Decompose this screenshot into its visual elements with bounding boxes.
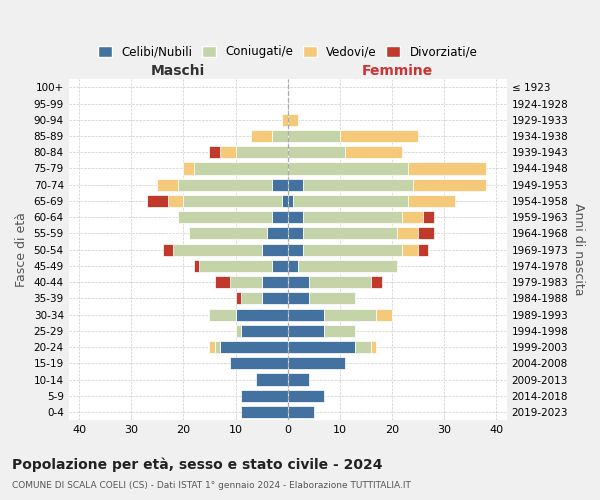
Bar [199, 260, 272, 272]
Text: Maschi: Maschi [151, 64, 205, 78]
Y-axis label: Fasce di età: Fasce di età [15, 212, 28, 287]
Bar [147, 195, 168, 207]
Bar [287, 390, 324, 402]
Bar [287, 130, 340, 142]
Bar [241, 390, 287, 402]
Bar [272, 260, 287, 272]
Bar [287, 228, 304, 239]
Bar [287, 162, 407, 174]
Bar [173, 244, 262, 256]
Bar [209, 308, 236, 320]
Bar [163, 244, 173, 256]
Bar [168, 195, 184, 207]
Bar [287, 146, 345, 158]
Bar [236, 292, 241, 304]
Bar [423, 211, 434, 224]
Bar [283, 114, 287, 126]
Bar [287, 276, 308, 288]
Bar [418, 244, 428, 256]
Bar [287, 324, 324, 337]
Bar [287, 357, 345, 370]
Bar [184, 195, 283, 207]
Bar [272, 178, 287, 191]
Bar [194, 162, 287, 174]
Bar [230, 357, 287, 370]
Bar [283, 195, 287, 207]
Text: Femmine: Femmine [362, 64, 433, 78]
Bar [241, 292, 262, 304]
Bar [304, 244, 403, 256]
Bar [304, 178, 413, 191]
Legend: Celibi/Nubili, Coniugati/e, Vedovi/e, Divorziati/e: Celibi/Nubili, Coniugati/e, Vedovi/e, Di… [93, 40, 482, 63]
Bar [340, 130, 418, 142]
Bar [287, 260, 298, 272]
Bar [236, 308, 287, 320]
Bar [371, 341, 376, 353]
Bar [397, 228, 418, 239]
Bar [262, 244, 287, 256]
Bar [304, 228, 397, 239]
Bar [220, 146, 236, 158]
Bar [304, 211, 403, 224]
Bar [184, 162, 194, 174]
Bar [293, 195, 407, 207]
Bar [262, 292, 287, 304]
Bar [345, 146, 403, 158]
Bar [324, 308, 376, 320]
Bar [287, 211, 304, 224]
Bar [230, 276, 262, 288]
Bar [287, 244, 304, 256]
Bar [209, 146, 220, 158]
Bar [215, 276, 230, 288]
Bar [371, 276, 382, 288]
Y-axis label: Anni di nascita: Anni di nascita [572, 204, 585, 296]
Bar [251, 130, 272, 142]
Bar [209, 341, 215, 353]
Bar [178, 211, 272, 224]
Bar [267, 228, 287, 239]
Bar [220, 341, 287, 353]
Bar [272, 130, 287, 142]
Bar [403, 244, 418, 256]
Bar [157, 178, 178, 191]
Bar [287, 308, 324, 320]
Bar [308, 292, 355, 304]
Text: COMUNE DI SCALA COELI (CS) - Dati ISTAT 1° gennaio 2024 - Elaborazione TUTTITALI: COMUNE DI SCALA COELI (CS) - Dati ISTAT … [12, 481, 411, 490]
Bar [287, 292, 308, 304]
Bar [272, 211, 287, 224]
Bar [194, 260, 199, 272]
Bar [418, 228, 434, 239]
Bar [403, 211, 423, 224]
Bar [413, 178, 486, 191]
Bar [287, 374, 308, 386]
Bar [407, 195, 455, 207]
Bar [188, 228, 267, 239]
Bar [287, 114, 298, 126]
Bar [241, 324, 287, 337]
Bar [298, 260, 397, 272]
Bar [324, 324, 355, 337]
Bar [287, 195, 293, 207]
Bar [355, 341, 371, 353]
Bar [376, 308, 392, 320]
Bar [241, 406, 287, 418]
Bar [308, 276, 371, 288]
Bar [256, 374, 287, 386]
Bar [287, 341, 355, 353]
Bar [215, 341, 220, 353]
Bar [236, 146, 287, 158]
Bar [236, 324, 241, 337]
Bar [287, 406, 314, 418]
Text: Popolazione per età, sesso e stato civile - 2024: Popolazione per età, sesso e stato civil… [12, 458, 383, 472]
Bar [407, 162, 486, 174]
Bar [262, 276, 287, 288]
Bar [287, 178, 304, 191]
Bar [178, 178, 272, 191]
